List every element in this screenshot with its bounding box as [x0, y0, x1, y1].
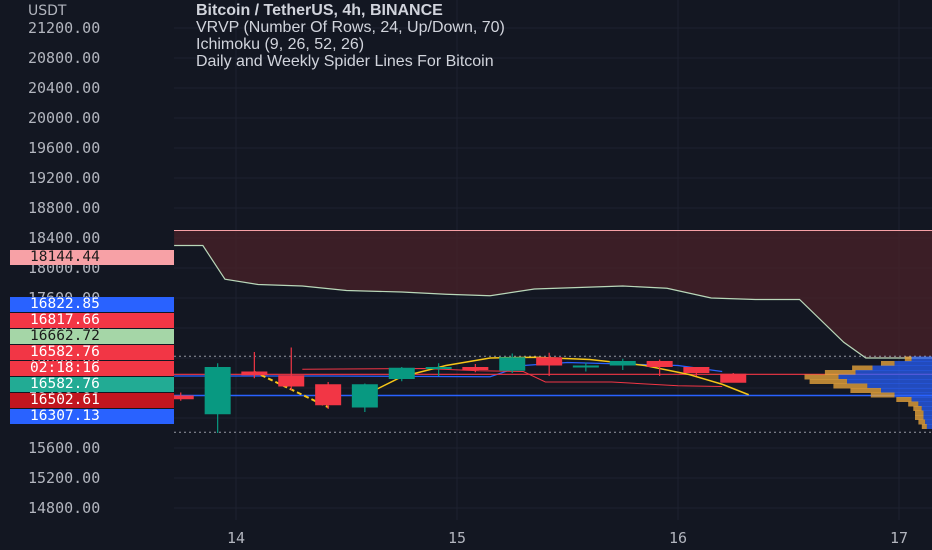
volume-bar-down [870, 392, 895, 398]
volume-bar-up [855, 370, 932, 375]
candle-body [646, 361, 673, 367]
axis-unit: USDT [28, 3, 67, 19]
candle-body [536, 357, 563, 366]
candle-body [167, 395, 194, 400]
volume-bar-up [925, 419, 932, 425]
candle-body [462, 367, 489, 370]
y-tick-label: 20400.00 [28, 79, 100, 97]
y-tick-label: 20800.00 [28, 49, 100, 67]
candle-body [241, 371, 268, 376]
y-tick-label: 18800.00 [28, 199, 100, 217]
volume-bar-down [904, 356, 912, 362]
volume-bar-up [847, 379, 932, 384]
y-tick-label: 20000.00 [28, 109, 100, 127]
volume-bar-up [926, 424, 932, 429]
price-axis[interactable]: 14800.0015200.0015600.0016000.0016400.00… [28, 19, 100, 517]
volume-bar-up [923, 410, 932, 416]
candle-body [315, 384, 342, 406]
indicator-vrvp[interactable]: VRVP (Number Of Rows, 24, Up/Down, 70) [196, 19, 505, 36]
senkou-b-line [174, 244, 932, 359]
volume-bar-up [923, 415, 932, 420]
symbol-title[interactable]: Bitcoin / TetherUS, 4h, BINANCE [196, 2, 443, 19]
indicator-ichimoku[interactable]: Ichimoku (9, 26, 52, 26) [196, 36, 365, 53]
volume-bar-up [894, 392, 932, 398]
y-tick-label: 18400.00 [28, 229, 100, 247]
volume-bar-down [918, 419, 926, 425]
volume-bar-down [850, 388, 881, 393]
volume-bar-up [918, 401, 932, 407]
countdown-tag: 02:18:16 [10, 361, 174, 376]
y-tick-label: 15200.00 [28, 469, 100, 487]
volume-profile [804, 356, 932, 429]
x-tick-label: 16 [669, 529, 687, 547]
candle-body [720, 373, 747, 383]
price-tag: 16817.66 [10, 313, 174, 328]
candle-body [499, 357, 526, 371]
y-tick-label: 21200.00 [28, 19, 100, 37]
y-tick-label: 15600.00 [28, 439, 100, 457]
price-tag: 16582.76 [10, 345, 174, 360]
y-tick-label: 19600.00 [28, 139, 100, 157]
indicator-spider-lines[interactable]: Daily and Weekly Spider Lines For Bitcoi… [196, 53, 494, 70]
volume-bar-down [913, 406, 922, 411]
price-tag: 16662.72 [10, 329, 174, 344]
volume-bar-down [881, 361, 895, 366]
volume-bar-down [824, 370, 856, 375]
ichimoku-cloud [174, 230, 932, 359]
price-tag: 16582.76 [10, 377, 174, 392]
volume-bar-down [809, 379, 847, 384]
volume-bar-up [881, 388, 932, 393]
candle-body [572, 365, 599, 368]
candle-body [425, 367, 452, 369]
volume-bar-up [911, 397, 932, 402]
x-tick-label: 14 [227, 529, 245, 547]
volume-bar-down [908, 401, 919, 407]
x-tick-label: 17 [890, 529, 908, 547]
candle-body [278, 375, 305, 387]
volume-bar-up [838, 374, 932, 380]
price-tag: 16307.13 [10, 409, 174, 424]
y-tick-label: 14800.00 [28, 499, 100, 517]
candle-body [351, 384, 378, 408]
volume-bar-down [915, 415, 924, 420]
candles[interactable] [167, 347, 747, 434]
volume-bar-up [872, 365, 932, 371]
chart-legend: Bitcoin / TetherUS, 4h, BINANCE VRVP (Nu… [196, 2, 505, 70]
price-tag: 16822.85 [10, 297, 174, 312]
volume-bar-down [804, 374, 839, 380]
volume-bar-up [867, 383, 932, 389]
volume-bar-down [833, 383, 868, 389]
kumo-fill [174, 230, 932, 358]
volume-bar-down [896, 397, 912, 402]
candle-body [204, 367, 231, 415]
volume-bar-down [852, 365, 873, 371]
volume-bar-up [894, 361, 932, 366]
volume-bar-up [911, 356, 932, 362]
volume-bar-down [915, 410, 924, 416]
candle-body [388, 367, 415, 379]
price-tag: 18144.44 [10, 250, 174, 265]
indicator-lines [174, 355, 932, 433]
price-tag: 16502.61 [10, 393, 174, 408]
volume-bar-up [921, 406, 932, 411]
volume-bar-down [921, 424, 927, 429]
candle-body [683, 367, 710, 373]
candle-body [609, 361, 636, 366]
x-tick-label: 15 [448, 529, 466, 547]
y-tick-label: 19200.00 [28, 169, 100, 187]
time-axis[interactable]: 14 15 16 17 [227, 529, 908, 547]
